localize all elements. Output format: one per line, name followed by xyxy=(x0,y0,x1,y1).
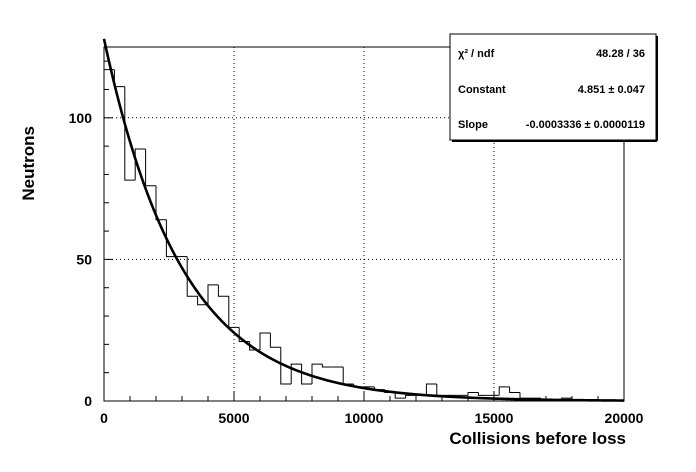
x-tick-label: 20000 xyxy=(605,410,644,426)
histogram-bin xyxy=(477,392,489,396)
histogram-bin xyxy=(467,392,479,396)
histogram-bin xyxy=(301,364,312,385)
histogram-bin xyxy=(280,347,292,385)
histogram-bin xyxy=(321,364,333,368)
histogram-bin xyxy=(217,284,229,297)
stats-label-constant: Constant xyxy=(458,84,506,96)
histogram-bin xyxy=(155,185,167,221)
x-tick-label: 0 xyxy=(100,410,108,426)
histogram-bin xyxy=(134,148,146,181)
y-tick-label: 50 xyxy=(76,251,92,267)
x-axis-title: Collisions before loss xyxy=(449,429,626,448)
stats-value-constant: 4.851 ± 0.047 xyxy=(578,84,645,96)
histogram-bin xyxy=(311,363,323,385)
y-axis-title: Neutrons xyxy=(19,126,38,201)
stats-label-slope: Slope xyxy=(458,119,488,131)
histogram-bin xyxy=(425,383,437,396)
stats-value-chi2: 48.28 / 36 xyxy=(596,48,645,60)
grid-lines xyxy=(104,47,624,401)
fit-curve xyxy=(102,38,625,402)
histogram-bin xyxy=(498,386,510,396)
x-tick-label: 15000 xyxy=(475,410,514,426)
histogram-bin xyxy=(165,219,177,258)
histogram-bin xyxy=(394,392,406,399)
histogram-bin xyxy=(269,333,281,348)
y-tick-label: 100 xyxy=(69,110,93,126)
axis-ticks: 0 5000 10000 15000 20000 0 50 100 xyxy=(69,60,644,426)
histogram-bin xyxy=(124,86,136,181)
histogram-bin xyxy=(509,386,520,394)
y-tick-label: 0 xyxy=(84,393,92,409)
x-tick-label: 10000 xyxy=(345,410,384,426)
stats-value-slope: -0.0003336 ± 0.0000119 xyxy=(526,119,645,131)
histogram-bin xyxy=(186,256,198,297)
stats-box-frame xyxy=(449,33,657,141)
stats-box: χ² / ndf 48.28 / 36 Constant 4.851 ± 0.0… xyxy=(449,33,658,142)
histogram-bin xyxy=(259,332,271,351)
x-tick-label: 5000 xyxy=(218,410,249,426)
histogram-bin xyxy=(207,284,219,305)
histogram-bin xyxy=(197,296,208,306)
histogram-bin xyxy=(290,363,302,385)
stats-label-chi2: χ² / ndf xyxy=(458,48,495,60)
